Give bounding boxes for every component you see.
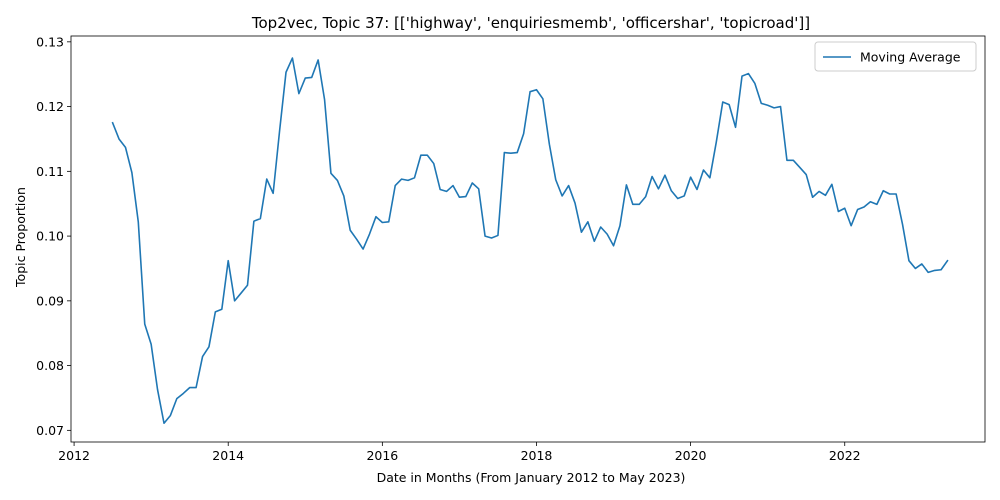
- plot-frame: [70, 35, 986, 443]
- y-tick-label: 0.12: [36, 99, 64, 114]
- y-tick-label: 0.11: [36, 164, 64, 179]
- legend-box: [814, 41, 977, 72]
- series-line-moving-average: [111, 57, 949, 425]
- axes: 2012 2014 2016 2018 2020 2022 0.07 0.08 0.09 0.10…: [36, 34, 860, 463]
- x-tick-label: 2016: [366, 448, 398, 463]
- x-tick-label: 2018: [521, 448, 553, 463]
- x-tick-label: 2022: [829, 448, 861, 463]
- y-tick-label: 0.09: [36, 293, 64, 308]
- series-layer: [111, 57, 949, 425]
- chart-title: Top2vec, Topic 37: [['highway', 'enquiri…: [251, 14, 810, 32]
- x-axis-label: Date in Months (From January 2012 to May…: [377, 470, 686, 485]
- x-tick-label: 2012: [58, 448, 90, 463]
- y-tick-label: 0.13: [36, 34, 64, 49]
- frame-layer: [70, 35, 986, 443]
- x-tick-label: 2020: [675, 448, 707, 463]
- y-tick-label: 0.08: [36, 358, 64, 373]
- y-axis-label: Topic Proportion: [13, 187, 28, 288]
- y-tick-label: 0.07: [36, 423, 64, 438]
- legend: Moving Average: [814, 41, 977, 72]
- legend-label-moving-average: Moving Average: [860, 50, 961, 65]
- x-tick-label: 2014: [212, 448, 244, 463]
- y-tick-label: 0.10: [36, 229, 64, 244]
